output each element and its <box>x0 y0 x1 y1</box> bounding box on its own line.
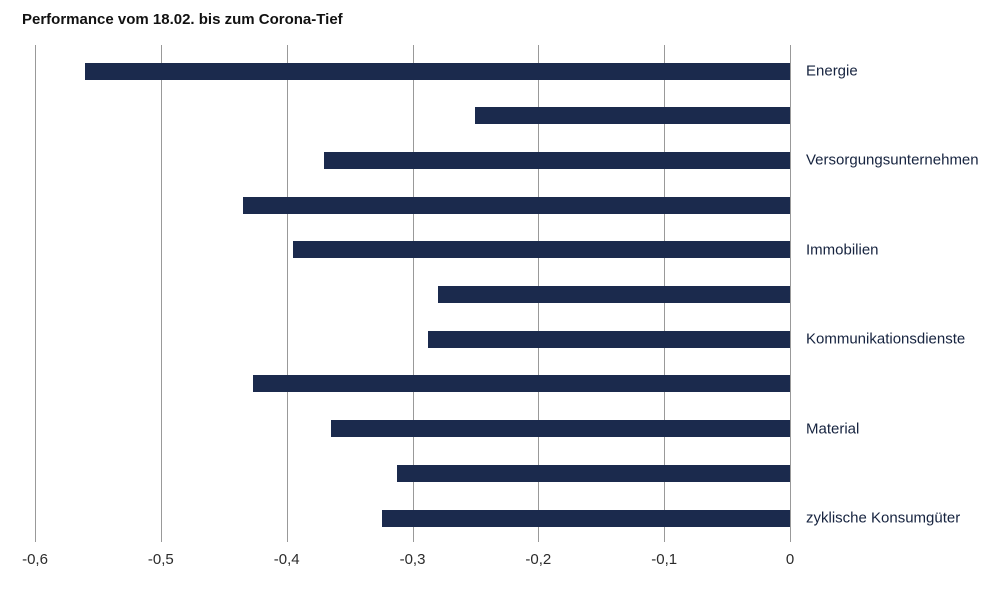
x-tick-label: 0 <box>785 551 795 568</box>
category-label: zyklische Konsumgüter <box>806 509 961 527</box>
bar <box>252 375 790 393</box>
x-tick-label: -0,4 <box>273 551 300 568</box>
x-tick-label: -0,3 <box>399 551 426 568</box>
x-tick-label: -0,1 <box>651 551 678 568</box>
category-label: Immobilien <box>806 241 879 259</box>
bar <box>437 286 790 303</box>
bar <box>85 62 790 80</box>
bar <box>382 509 790 527</box>
bar <box>292 241 790 259</box>
bar <box>427 330 790 348</box>
gridline <box>790 45 791 542</box>
gridline <box>160 45 162 542</box>
gridline <box>412 45 414 542</box>
gridline <box>35 45 36 542</box>
bar <box>330 420 790 438</box>
chart-title: Performance vom 18.02. bis zum Corona-Ti… <box>22 11 343 28</box>
category-label: Versorgungsunternehmen <box>806 151 979 169</box>
bar <box>324 151 790 169</box>
x-tick-label: -0,5 <box>147 551 174 568</box>
x-tick-label: -0,2 <box>525 551 552 568</box>
bar <box>397 464 790 482</box>
category-label: Energie <box>806 62 858 80</box>
bar <box>242 196 790 214</box>
bar <box>475 107 790 125</box>
gridline <box>286 45 288 542</box>
category-label: Kommunikationsdienste <box>806 330 966 348</box>
category-label: Material <box>806 420 860 438</box>
x-tick-label: -0,6 <box>22 551 48 568</box>
